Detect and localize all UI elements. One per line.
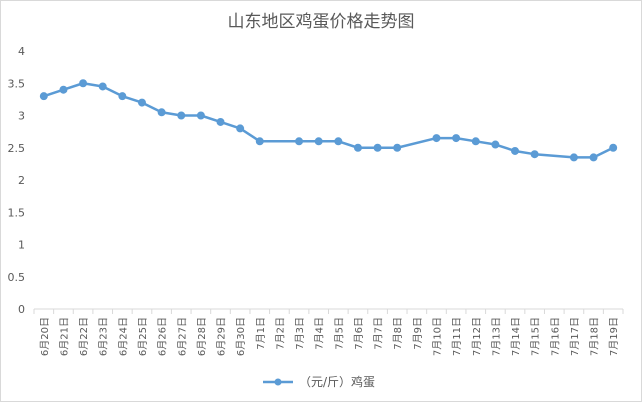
data-point	[236, 124, 245, 133]
data-point	[373, 143, 382, 152]
x-tick-label: 7月4日	[314, 317, 326, 350]
x-tick-label: 7月15日	[530, 317, 542, 356]
data-point	[157, 108, 166, 117]
data-point	[196, 111, 205, 120]
x-tick-label: 6月22日	[78, 317, 90, 356]
series-layer	[39, 79, 618, 162]
data-point	[177, 111, 186, 120]
series-line	[42, 82, 615, 159]
data-point	[452, 134, 461, 143]
data-point	[216, 117, 225, 126]
data-point	[334, 137, 343, 146]
legend: （元/斤）鸡蛋	[263, 374, 375, 389]
x-tick-label: 6月29日	[216, 317, 228, 356]
x-tick-label: 6月23日	[98, 317, 110, 356]
data-point	[59, 85, 68, 94]
data-point	[393, 143, 402, 152]
x-tick-label: 7月19日	[608, 317, 620, 356]
chart-title: 山东地区鸡蛋价格走势图	[228, 12, 415, 32]
y-tick-label: 1.5	[8, 206, 26, 219]
x-tick-label: 7月6日	[353, 317, 365, 350]
y-tick-label: 3	[18, 110, 25, 123]
data-point	[295, 137, 304, 146]
x-tick-label: 7月8日	[392, 317, 404, 350]
x-tick-label: 7月5日	[333, 317, 345, 350]
data-point	[589, 153, 598, 162]
legend-label: （元/斤）鸡蛋	[299, 374, 375, 389]
x-tick-label: 6月21日	[58, 317, 70, 356]
data-point	[98, 82, 107, 91]
x-tick-label: 7月14日	[510, 317, 522, 356]
x-tick-label: 6月30日	[235, 317, 247, 356]
x-tick-label: 7月17日	[569, 317, 581, 356]
y-tick-label: 2.5	[8, 142, 26, 155]
x-tick-label: 7月12日	[471, 317, 483, 356]
data-point	[39, 92, 48, 101]
legend-marker	[274, 378, 282, 386]
y-axis-ticks: 0 0.5 1 1.5 2 2.5 3 3.5 4	[8, 45, 26, 316]
x-tick-label: 6月26日	[157, 317, 169, 356]
x-tick-label: 7月16日	[549, 317, 561, 356]
x-tick-label: 6月20日	[39, 317, 51, 356]
data-point	[137, 98, 146, 107]
x-tick-label: 7月2日	[274, 317, 286, 350]
x-tick-label: 6月28日	[196, 317, 208, 356]
x-tick-label: 7月7日	[373, 317, 385, 350]
y-tick-label: 1	[18, 239, 25, 252]
data-point	[314, 137, 323, 146]
data-point	[255, 137, 264, 146]
x-tick-label: 7月18日	[589, 317, 601, 356]
data-point	[511, 146, 520, 155]
data-point	[530, 150, 539, 159]
x-tick-label: 7月10日	[431, 317, 443, 356]
x-tick-label: 6月24日	[117, 317, 129, 356]
data-point	[471, 137, 480, 146]
data-point	[118, 92, 127, 101]
data-point	[491, 140, 500, 149]
x-tick-label: 6月27日	[176, 317, 188, 356]
x-tick-label: 7月3日	[294, 317, 306, 350]
x-tick-label: 6月25日	[137, 317, 149, 356]
y-tick-label: 4	[18, 45, 25, 58]
data-point	[432, 134, 441, 143]
y-tick-label: 0.5	[8, 271, 26, 284]
x-tick-label: 7月11日	[451, 317, 463, 356]
data-point	[609, 143, 618, 152]
data-point	[353, 143, 362, 152]
y-tick-label: 0	[18, 303, 25, 316]
data-point	[569, 153, 578, 162]
x-tick-label: 7月13日	[490, 317, 502, 356]
y-tick-label: 2	[18, 174, 25, 187]
x-axis: 6月20日 6月21日 6月22日 6月23日 6月24日 6月25日 6月26日 6月27日…	[33, 308, 624, 356]
data-point	[79, 79, 88, 88]
x-tick-label: 7月1日	[255, 317, 267, 350]
x-tick-label: 7月9日	[412, 317, 424, 350]
y-tick-label: 3.5	[8, 77, 26, 90]
